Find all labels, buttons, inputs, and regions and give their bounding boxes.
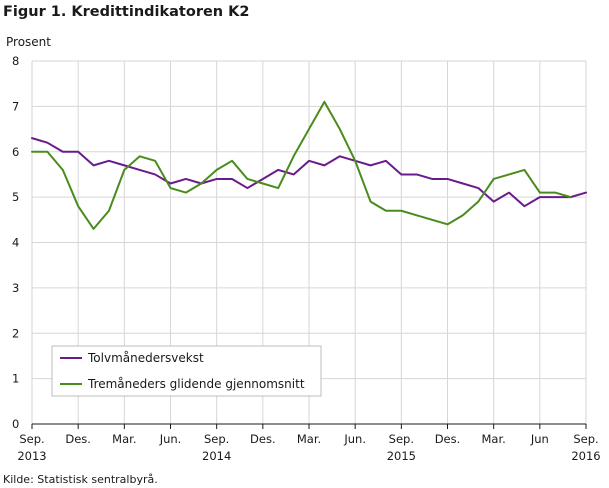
- x-tick-label-6: Mar.: [112, 432, 136, 446]
- x-year-label-2013: 2013: [17, 449, 46, 463]
- y-tick-label-3: 3: [12, 281, 19, 295]
- x-tick-label-33: Jun: [530, 432, 549, 446]
- series-line-1: [31, 100, 572, 230]
- x-year-label-2014: 2014: [202, 449, 231, 463]
- gridlines: [31, 60, 587, 424]
- x-year-label-2015: 2015: [387, 449, 416, 463]
- x-tick-label-9: Jun.: [159, 432, 182, 446]
- source-note: Kilde: Statistisk sentralbyrå.: [3, 473, 158, 486]
- x-tick-label-15: Des.: [250, 432, 276, 446]
- y-tick-label-2: 2: [12, 326, 19, 340]
- chart-title: Figur 1. Kredittindikatoren K2: [3, 4, 250, 20]
- y-tick-label-4: 4: [12, 236, 19, 250]
- x-year-label-2016: 2016: [571, 449, 600, 463]
- legend-box: [51, 345, 322, 397]
- series-lines: [31, 100, 587, 230]
- legend-label-tremaneders: Tremåneders glidende gjennomsnitt: [87, 377, 305, 391]
- x-tick-label-30: Mar.: [482, 432, 506, 446]
- x-tick-label-36: Sep.: [573, 432, 598, 446]
- y-tick-label-1: 1: [12, 372, 19, 386]
- x-tick-label-27: Des.: [435, 432, 461, 446]
- legend: Tolvmånedersvekst Tremåneders glidende g…: [51, 345, 322, 397]
- y-tick-label-5: 5: [12, 190, 19, 204]
- y-tick-label-0: 0: [12, 417, 19, 431]
- x-tick-label-0: Sep.: [19, 432, 44, 446]
- y-tick-label-8: 8: [12, 54, 19, 68]
- x-tick-label-12: Sep.: [204, 432, 229, 446]
- axes: 0 1 2 3 4 5 6 7 8 Sep. 2013 Des. Mar. Jun. Sep. 2014 Des…: [12, 54, 601, 463]
- x-tick-label-21: Jun.: [343, 432, 366, 446]
- y-tick-label-6: 6: [12, 145, 19, 159]
- x-tick-label-24: Sep.: [389, 432, 414, 446]
- x-tick-label-18: Mar.: [297, 432, 321, 446]
- x-tick-label-3: Des.: [65, 432, 91, 446]
- y-axis-label: Prosent: [6, 35, 51, 49]
- y-tick-label-7: 7: [12, 99, 19, 113]
- series-line-0: [31, 137, 587, 208]
- legend-label-tolvmanedersvekst: Tolvmånedersvekst: [87, 351, 204, 365]
